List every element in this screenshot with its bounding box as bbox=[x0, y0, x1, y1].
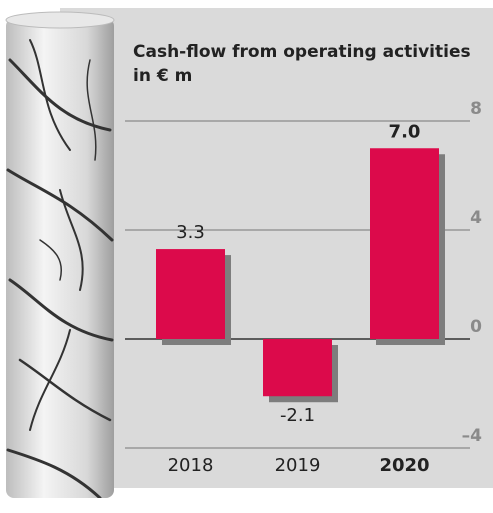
bar bbox=[370, 148, 439, 339]
y-tick-label: –4 bbox=[462, 426, 483, 446]
y-tick-label: 8 bbox=[470, 99, 482, 119]
y-tick-label: 4 bbox=[470, 208, 482, 228]
scroll-roll bbox=[6, 18, 114, 498]
roll-top bbox=[5, 11, 115, 29]
bar bbox=[156, 249, 225, 339]
y-tick-label: 0 bbox=[470, 317, 482, 337]
bar bbox=[263, 339, 332, 397]
value-label: 3.3 bbox=[176, 222, 205, 243]
value-label: 7.0 bbox=[389, 121, 421, 142]
tree-branches bbox=[6, 39, 114, 498]
x-tick-label: 2018 bbox=[168, 455, 214, 476]
chart-title: in € m bbox=[133, 66, 192, 86]
x-tick-label: 2020 bbox=[379, 455, 429, 476]
chart-title: Cash-flow from operating activities bbox=[133, 42, 471, 62]
x-tick-label: 2019 bbox=[275, 455, 321, 476]
value-label: -2.1 bbox=[280, 405, 315, 426]
panel bbox=[60, 8, 493, 488]
